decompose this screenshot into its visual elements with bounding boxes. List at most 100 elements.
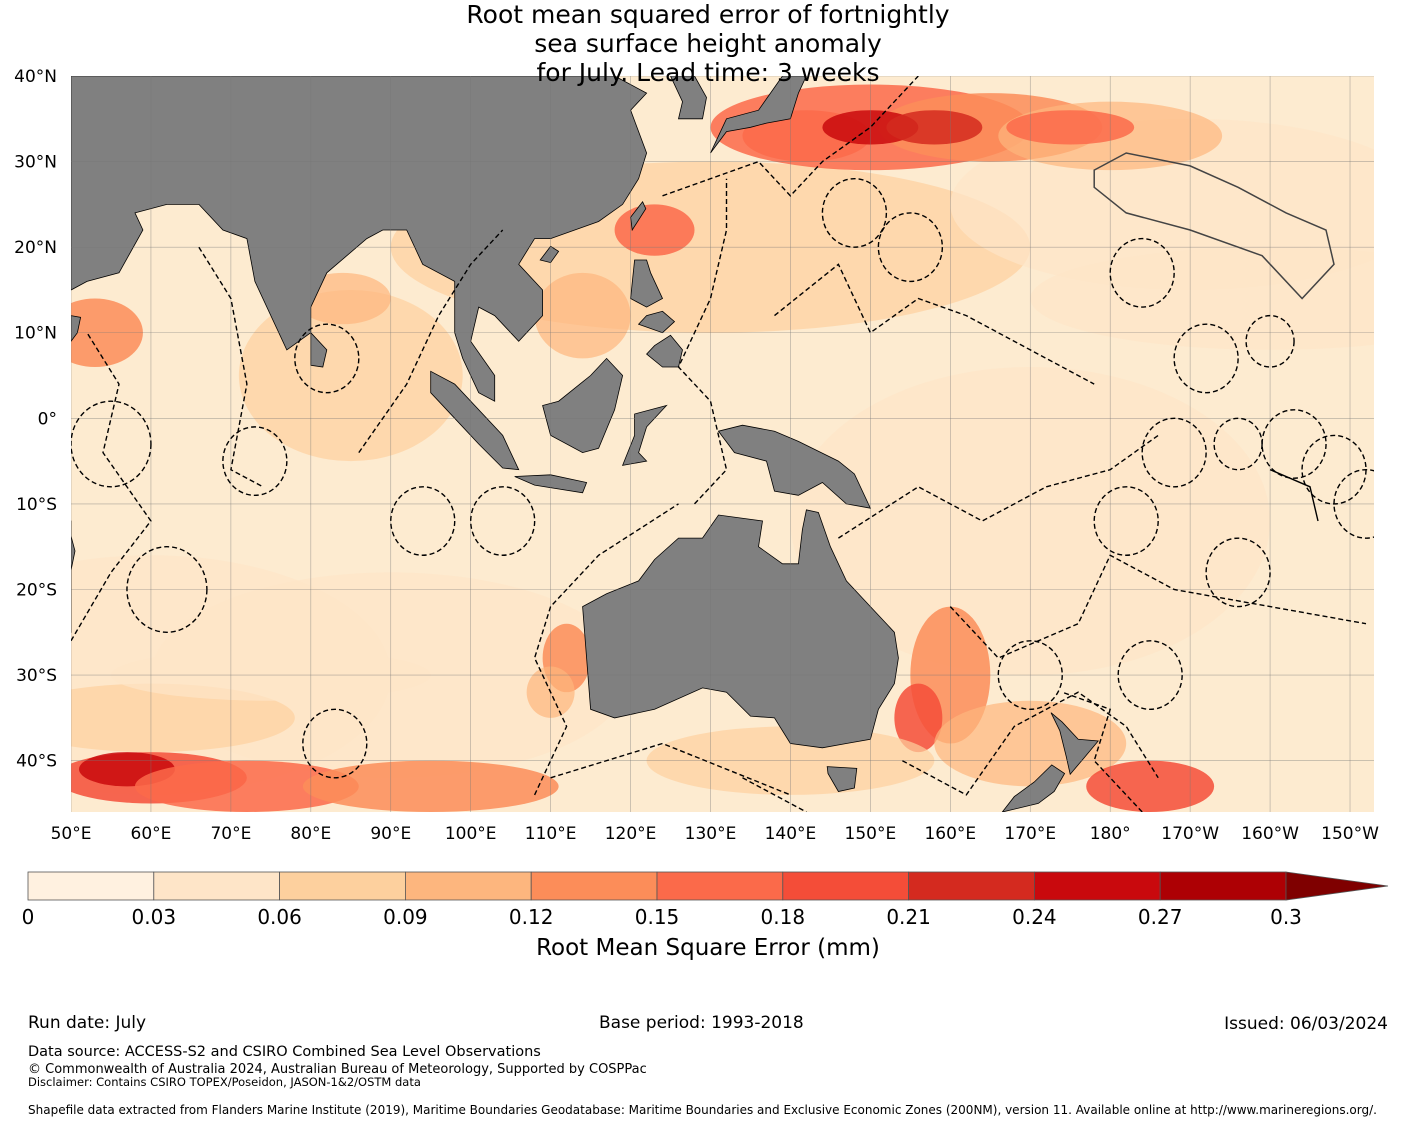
longitude-label: 90°E [370,824,411,844]
eez-boundary [774,263,1095,385]
longitude-label: 120°E [605,824,657,844]
land-new-guinea [717,424,872,509]
map-title: Root mean squared error of fortnightly s… [300,0,1116,87]
eez-circle [126,545,208,633]
colorbar-segment [782,871,909,901]
land-mindanao [646,334,683,368]
eez-circle [1301,434,1367,505]
land-korea [670,76,707,120]
title-line-1: Root mean squared error of fortnightly [466,0,950,29]
latitude-label: 30°N [14,153,57,173]
disclaimer: Disclaimer: Contains CSIRO TOPEX/Poseido… [28,1075,421,1089]
colorbar-tick-label: 0.3 [1270,905,1302,929]
colorbar-tick-label: 0.24 [1012,905,1057,929]
eez-circle [390,486,456,556]
colorbar-segment [530,871,658,901]
eez-circle [1117,640,1183,711]
longitude-label: 150°W [1321,824,1379,844]
colorbar-segment [1159,871,1287,901]
longitude-label: 130°E [685,824,737,844]
eez-boundary [677,178,728,505]
eez-circle [71,400,152,488]
eez-boundary [1061,691,1143,812]
colorbar-segment [404,871,532,901]
eez-circle [1261,409,1327,479]
longitude-label: 160°E [924,824,976,844]
error-patch [302,760,559,812]
longitude-label: 70°E [210,824,251,844]
colorbar-label: Root Mean Square Error (mm) [536,935,880,961]
eez-boundary [662,76,919,197]
eez-circle [997,640,1063,711]
latitude-label: 40°S [16,752,57,772]
longitude-label: 170°E [1004,824,1056,844]
eez-circle [469,486,536,556]
error-patch [1086,760,1215,812]
longitude-label: 170°W [1161,824,1219,844]
latitude-labels: 40°N 30°N 20°N 10°N 0° 10°S 20°S 30°S 40°S [14,67,57,772]
eez-circle [1213,417,1263,471]
land-taiwan [630,201,647,232]
land-japan [710,76,807,154]
colorbar-tick-label: 0.18 [761,905,806,929]
eez-boundary [949,554,1367,659]
land-asia [71,76,648,402]
title-line-3: for July. Lead time: 3 weeks [536,58,880,87]
colorbar-tick-label: 0.03 [132,905,177,929]
error-patch [534,272,631,359]
error-patch [894,683,943,753]
colorbar-segment [908,871,1035,901]
longitude-label: 160°W [1241,824,1299,844]
shapefile-credit: Shapefile data extracted from Flanders M… [28,1103,1377,1117]
latitude-label: 0° [38,409,57,429]
eez-boundary [550,742,791,796]
colorbar-segment [1034,871,1161,901]
run-date: Run date: July [28,1013,147,1033]
longitude-label: 150°E [845,824,897,844]
land-visayas [637,310,676,334]
latitude-label: 30°S [16,666,57,686]
eez-circle [1245,314,1295,368]
longitude-label: 50°E [51,824,92,844]
eez-boundary [902,691,1159,796]
hawaii-eez-boundary [1093,152,1335,300]
colorbar-tick-label: 0.06 [257,905,302,929]
colorbar-segment [153,871,281,901]
colorbar-tick-label: 0 [22,905,35,929]
land-nz-north [1050,712,1100,776]
longitude-label: 140°E [765,824,817,844]
eez-circle [1093,486,1159,556]
map-panel [71,76,1374,812]
eez-boundary [198,246,264,488]
longitude-label: 100°E [445,824,497,844]
error-patch [134,760,359,812]
eez-boundary [71,332,152,642]
longitude-label: 180° [1090,824,1131,844]
eez-solid-boundary [1269,469,1319,522]
eez-circle [877,212,944,283]
land-madagascar [71,520,76,633]
eez-circle [222,426,288,497]
land-hainan [539,245,560,264]
eez-boundary [838,434,1159,539]
longitude-label: 110°E [525,824,577,844]
eez-circle [294,323,360,394]
colorbar-tick-label: 0.21 [886,905,931,929]
land-nz-south [1001,764,1066,812]
colorbar-tick-label: 0.09 [383,905,428,929]
colorbar-tick-label: 0.15 [635,905,680,929]
colorbar-tick-label: 0.12 [509,905,554,929]
eez-circle [1333,468,1374,539]
land-masses [71,76,1100,812]
longitude-label: 80°E [290,824,331,844]
latitude-label: 40°N [14,67,57,87]
latitude-label: 10°S [16,495,57,515]
eez-boundary [533,503,679,796]
eez-circle [1205,537,1271,608]
longitude-label: 60°E [131,824,172,844]
eez-boundary [358,229,504,454]
eez-boundaries [71,76,1374,812]
eez-circle [1141,417,1207,488]
colorbar-extend-arrow [1285,871,1389,901]
error-patch [71,683,295,753]
